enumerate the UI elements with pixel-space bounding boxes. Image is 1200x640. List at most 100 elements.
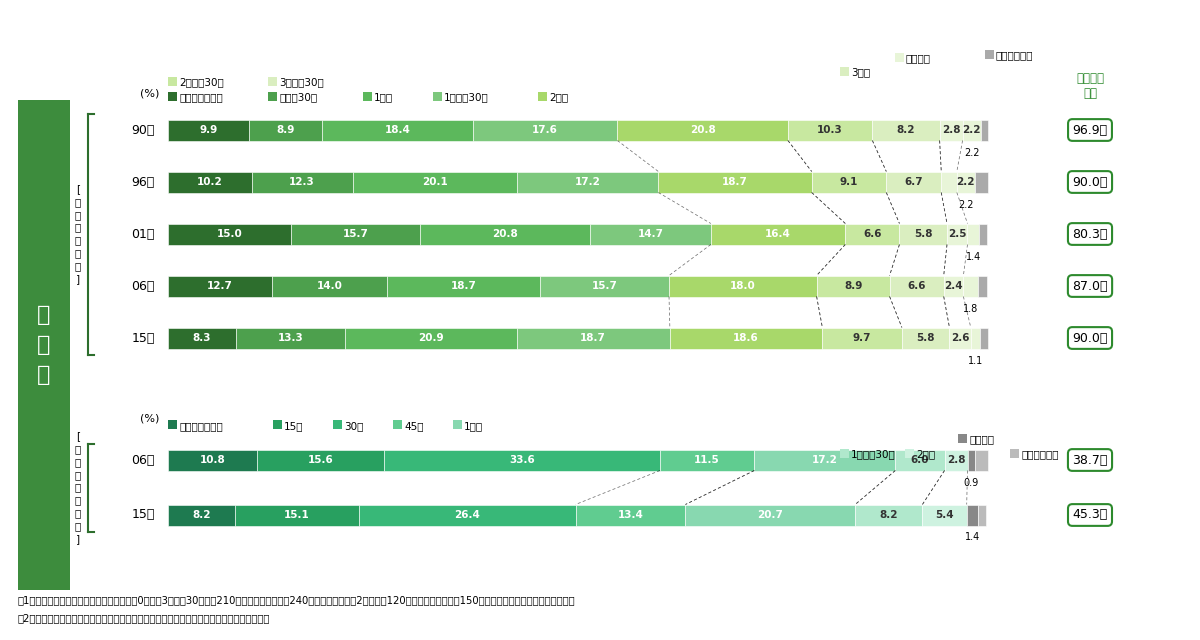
Text: 18.4: 18.4: [385, 125, 410, 135]
Bar: [980, 120, 988, 141]
Text: ほとんどしない: ほとんどしない: [179, 92, 223, 102]
Text: 20.9: 20.9: [418, 333, 444, 343]
Bar: [974, 449, 988, 470]
Text: 6.6: 6.6: [863, 229, 882, 239]
Text: 15.7: 15.7: [592, 281, 618, 291]
Text: 8.2: 8.2: [896, 125, 916, 135]
Text: 3時間: 3時間: [851, 67, 870, 77]
Text: 平均学習
時間: 平均学習 時間: [1076, 72, 1104, 100]
Bar: [710, 223, 845, 244]
Text: 2.2: 2.2: [964, 147, 979, 157]
Text: 14.0: 14.0: [317, 281, 342, 291]
Text: 2.8: 2.8: [942, 125, 960, 135]
Text: 15年: 15年: [132, 509, 155, 522]
Text: 9.7: 9.7: [853, 333, 871, 343]
Text: 1.1: 1.1: [967, 355, 983, 365]
Text: 06年: 06年: [132, 280, 155, 292]
Bar: [978, 275, 988, 296]
Bar: [967, 504, 978, 525]
Bar: [168, 504, 235, 525]
Text: 注2）小学生は、「学校での授業以外に」の部分を「家に帰ってから」としてたずねている。: 注2）小学生は、「学校での授業以外に」の部分を「家に帰ってから」としてたずねてい…: [18, 613, 270, 623]
Text: (%): (%): [140, 88, 160, 99]
Bar: [685, 504, 856, 525]
Bar: [252, 172, 353, 193]
Bar: [944, 449, 967, 470]
Bar: [978, 504, 986, 525]
Text: 5.4: 5.4: [935, 510, 954, 520]
Text: 20.7: 20.7: [757, 510, 784, 520]
Text: 6.7: 6.7: [905, 177, 923, 187]
Bar: [540, 275, 670, 296]
Text: 15分: 15分: [284, 421, 304, 431]
Text: ほとんどしない: ほとんどしない: [179, 421, 223, 431]
Bar: [788, 120, 872, 141]
Text: 8.2: 8.2: [192, 510, 211, 520]
Text: 18.6: 18.6: [733, 333, 758, 343]
Bar: [420, 223, 590, 244]
Bar: [334, 420, 342, 429]
Text: 無回答・不明: 無回答・不明: [996, 50, 1033, 60]
Text: それ以上: それ以上: [906, 53, 931, 63]
Text: 1時間。30分: 1時間。30分: [444, 92, 488, 102]
Bar: [902, 328, 949, 349]
Bar: [394, 420, 402, 429]
Text: 8.3: 8.3: [193, 333, 211, 343]
Bar: [817, 275, 889, 296]
Text: 11.5: 11.5: [695, 455, 720, 465]
Text: 16.4: 16.4: [766, 229, 791, 239]
Bar: [168, 275, 272, 296]
Text: 0.9: 0.9: [964, 477, 979, 488]
Text: 90.0分: 90.0分: [1073, 332, 1108, 344]
Bar: [168, 328, 236, 349]
Text: 26.4: 26.4: [455, 510, 480, 520]
Bar: [346, 328, 516, 349]
Text: 1時間。30分: 1時間。30分: [851, 449, 895, 460]
Bar: [268, 77, 277, 86]
Bar: [516, 328, 670, 349]
Text: 17.2: 17.2: [575, 177, 601, 187]
Bar: [755, 449, 895, 470]
Text: [
学
習
時
間
全
体
]: [ 学 習 時 間 全 体 ]: [74, 184, 82, 284]
Text: 87.0分: 87.0分: [1073, 280, 1108, 292]
Bar: [840, 449, 850, 458]
Bar: [949, 328, 971, 349]
Text: 30分: 30分: [344, 421, 364, 431]
Bar: [659, 172, 811, 193]
Bar: [386, 275, 540, 296]
Text: それ以上: それ以上: [970, 435, 994, 445]
Text: 8.2: 8.2: [880, 510, 898, 520]
Text: 6.6: 6.6: [907, 281, 926, 291]
Text: 15年: 15年: [132, 332, 155, 344]
Bar: [576, 504, 685, 525]
Bar: [845, 223, 900, 244]
Text: 2.4: 2.4: [944, 281, 962, 291]
Text: 96年: 96年: [132, 175, 155, 189]
Text: 10.3: 10.3: [817, 125, 844, 135]
Text: 06年: 06年: [132, 454, 155, 467]
Text: 2.8: 2.8: [947, 455, 965, 465]
Bar: [811, 172, 887, 193]
Bar: [887, 172, 941, 193]
Bar: [840, 67, 850, 76]
Text: 38.7分: 38.7分: [1073, 454, 1108, 467]
Bar: [168, 223, 292, 244]
Bar: [274, 420, 282, 429]
Text: 96.9分: 96.9分: [1073, 124, 1108, 136]
Text: 45分: 45分: [404, 421, 424, 431]
Text: 20.8: 20.8: [690, 125, 715, 135]
Bar: [454, 420, 462, 429]
Bar: [473, 120, 617, 141]
Text: 注1）平均学習時間は「ほとんどしない」を0分、「3時間。30分」を210分、「それ以上」を240分（宿題時間は「2時間」を120分、「それ以上」を150分）のよ: 注1）平均学習時間は「ほとんどしない」を0分、「3時間。30分」を210分、「そ…: [18, 595, 576, 605]
Bar: [353, 172, 517, 193]
Text: 18.7: 18.7: [581, 333, 606, 343]
Bar: [889, 275, 943, 296]
Text: 13.4: 13.4: [618, 510, 643, 520]
Text: 12.3: 12.3: [289, 177, 314, 187]
Text: 1時間: 1時間: [464, 421, 484, 431]
Bar: [168, 172, 252, 193]
Text: 2.5: 2.5: [948, 229, 966, 239]
Bar: [974, 172, 988, 193]
Bar: [905, 449, 914, 458]
Bar: [384, 449, 660, 470]
Bar: [822, 328, 902, 349]
